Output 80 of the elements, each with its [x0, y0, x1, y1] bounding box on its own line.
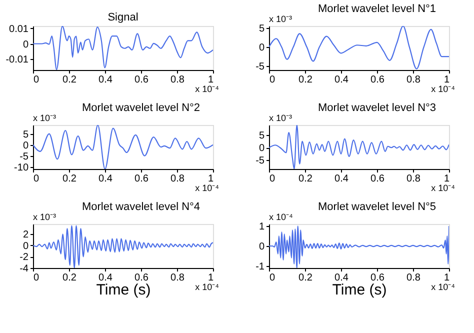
chart-title: Morlet wavelet level N°2	[82, 102, 200, 114]
y-tick-label: -1	[256, 262, 265, 272]
text: x 10⁻⁴	[431, 84, 456, 94]
text: x 10⁻³	[269, 113, 292, 123]
x-tick-label: 0.8	[406, 272, 421, 284]
x-tick-label: 0	[34, 74, 40, 86]
text: x 10⁻⁴	[431, 282, 456, 292]
x-tick-label: 0.6	[134, 272, 149, 284]
text: x 10⁻³	[33, 212, 56, 222]
x-tick-label: 1	[444, 174, 450, 184]
x-tick-label: 0.4	[98, 272, 113, 284]
line-series	[33, 125, 213, 169]
x-tick-label: 0.2	[298, 272, 313, 284]
x-tick-label: 0.2	[298, 74, 313, 86]
x-tick-label: 1	[208, 174, 214, 184]
x-axis-title: Time (s)	[96, 282, 151, 298]
x-tick-label: 0.6	[370, 174, 385, 184]
y-tick-label: 0	[22, 39, 29, 50]
y-tick-label: 5	[258, 130, 265, 142]
y-tick-label: 0	[22, 140, 29, 152]
x-tick-label: 1	[208, 272, 214, 284]
x-axis-title: Time (s)	[332, 282, 387, 298]
x-tick-label: 0.6	[370, 74, 385, 86]
x-tick-label: 0	[34, 174, 40, 184]
line-series	[33, 26, 213, 70]
y-tick-label: -5	[20, 151, 29, 162]
x-tick-label: 0.6	[370, 272, 385, 284]
y-tick-label: -2	[20, 252, 29, 264]
y-tick-label: 5	[258, 23, 265, 34]
y-tick-label: 5	[22, 129, 29, 140]
x-tick-label: 0	[34, 272, 40, 284]
x-tick-label: 0.4	[98, 74, 113, 86]
x-tick-label: 0.8	[406, 74, 421, 86]
y-tick-label: -5	[256, 62, 265, 73]
x-tick-label: 0	[270, 174, 276, 184]
y-tick-label: 0	[258, 143, 265, 154]
y-tick-label: 0	[258, 42, 265, 54]
x-tick-label: 0.2	[62, 74, 77, 86]
x-tick-label: 0.8	[170, 174, 185, 184]
x-tick-label: 0.6	[134, 74, 149, 86]
x-tick-label: 0.2	[62, 272, 77, 284]
y-tick-label: 0.01	[9, 24, 29, 35]
x-tick-label: 1	[444, 272, 450, 284]
y-tick-label: 1	[258, 222, 265, 232]
x-tick-label: 0.8	[406, 174, 421, 184]
y-tick-label: 0	[22, 240, 29, 252]
x-tick-label: 0	[270, 74, 276, 86]
x-tick-label: 0	[270, 272, 276, 284]
chart-title: Signal	[108, 11, 138, 24]
text: x 10⁻⁴	[195, 183, 220, 193]
chart-title: Morlet wavelet level N°1	[318, 3, 436, 15]
x-tick-label: 0.2	[62, 174, 77, 184]
text: x 10⁻³	[33, 113, 56, 123]
chart-title: Morlet wavelet level N°4	[82, 201, 200, 213]
x-tick-label: 0.4	[334, 174, 349, 184]
text: x 10⁻⁴	[195, 282, 220, 292]
x-tick-label: 1	[444, 74, 450, 86]
x-tick-label: 0.2	[298, 174, 313, 184]
x-tick-label: 0.8	[170, 74, 185, 86]
text: x 10⁻³	[269, 14, 292, 24]
y-tick-label: -4	[20, 264, 29, 274]
chart-title: Morlet wavelet level N°5	[318, 201, 436, 213]
y-tick-label: -5	[256, 156, 265, 167]
y-tick-label: -0.01	[6, 54, 29, 66]
y-tick-label: 0	[258, 242, 265, 252]
x-tick-label: 0.4	[334, 272, 349, 284]
y-tick-label: -10	[14, 162, 29, 174]
y-tick-label: 2	[22, 230, 29, 241]
x-tick-label: 0.4	[334, 74, 349, 86]
x-tick-label: 0.4	[98, 174, 113, 184]
text: x 10⁻⁴	[195, 84, 220, 94]
line-series	[269, 125, 449, 169]
x-tick-label: 0.8	[170, 272, 185, 284]
line-series	[33, 225, 213, 268]
text: x 10⁻⁴	[431, 183, 456, 193]
chart-title: Morlet wavelet level N°3	[318, 102, 436, 114]
line-series	[269, 225, 449, 268]
x-tick-label: 0.6	[134, 174, 149, 184]
text: x 10⁻⁴	[269, 212, 294, 222]
x-tick-label: 1	[208, 74, 214, 86]
